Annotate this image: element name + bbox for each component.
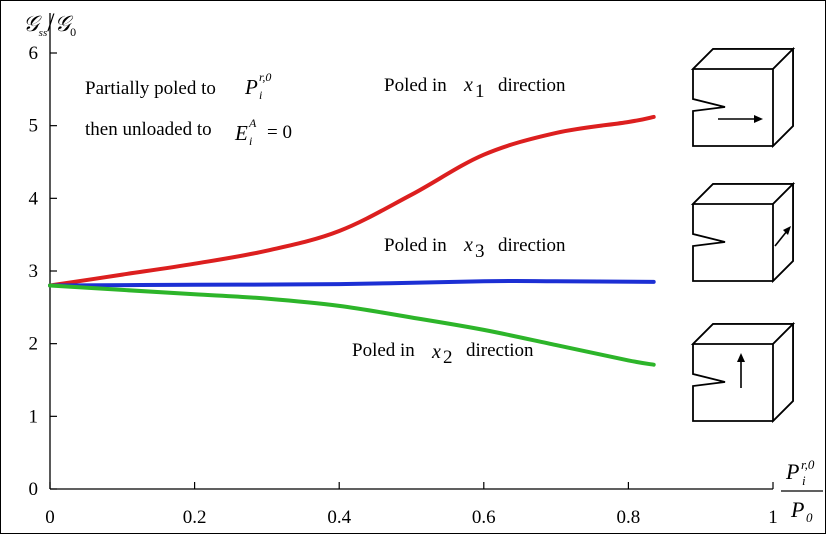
ticks [49, 52, 774, 490]
svg-text:P: P [244, 75, 258, 99]
svg-text:P: P [785, 459, 799, 484]
y-tick-label: 3 [29, 261, 39, 282]
svg-text:r,0: r,0 [259, 70, 271, 84]
x-label-denominator-P: P [790, 497, 804, 522]
series-layer [48, 114, 656, 367]
y-tick-label: 0 [29, 479, 39, 500]
cube-x3-icon [690, 181, 796, 284]
y-tick-label: 4 [29, 188, 39, 209]
cube-x1-icon [690, 46, 796, 149]
x-tick-label: 0.4 [327, 507, 351, 528]
svg-text:3: 3 [475, 241, 485, 262]
tick-labels: 0 1 2 3 4 5 6 0 0.2 0.4 0.6 0.8 1 [29, 43, 778, 528]
svg-text:Poled in: Poled in [384, 75, 447, 96]
x-tick-label: 0 [45, 507, 55, 528]
svg-text:x: x [463, 74, 473, 96]
x-label-numerator-P: P [785, 459, 799, 484]
label-poled-x1: Poled in x 1 direction [384, 74, 566, 102]
svg-text:Poled in: Poled in [352, 340, 415, 361]
annotation-partially-poled: Partially poled to P r,0 i [85, 70, 271, 102]
svg-text:i: i [249, 134, 252, 148]
svg-text:Poled in: Poled in [384, 235, 447, 256]
label-poled-x2: Poled in x 2 direction [352, 340, 534, 368]
x-label-numerator-sub: i [802, 473, 806, 488]
annotation-unloaded: then unloaded to E A i = 0 [85, 116, 292, 148]
series-line-3 [48, 283, 656, 367]
y-tick-label: 1 [29, 406, 39, 427]
svg-text:A: A [248, 116, 257, 130]
svg-text:direction: direction [498, 235, 566, 256]
y-axis-label: 𝒢ss/𝒢0 [23, 8, 76, 39]
svg-text:i: i [259, 88, 262, 102]
svg-text:x: x [431, 341, 441, 363]
axes [49, 13, 773, 490]
y-tick-label: 5 [29, 116, 39, 137]
x-tick-label: 1 [768, 507, 778, 528]
series-line-2 [48, 278, 656, 288]
x-axis-label: P r,0 i P 0 [781, 457, 823, 525]
svg-text:= 0: = 0 [267, 122, 292, 143]
svg-text:E: E [234, 121, 248, 145]
y-tick-label: 6 [29, 43, 39, 64]
x-label-denominator-sub: 0 [806, 510, 813, 525]
x-tick-label: 0.2 [183, 507, 207, 528]
y-tick-label: 2 [29, 334, 39, 355]
series-line-1 [48, 114, 656, 288]
svg-text:direction: direction [498, 75, 566, 96]
cube-x2-icon [690, 321, 796, 424]
svg-text:Partially poled to: Partially poled to [85, 78, 216, 99]
svg-text:direction: direction [466, 340, 534, 361]
label-poled-x3: Poled in x 3 direction [384, 234, 566, 262]
svg-text:1: 1 [475, 81, 485, 102]
svg-text:2: 2 [443, 347, 453, 368]
x-tick-label: 0.8 [617, 507, 641, 528]
x-tick-label: 0.6 [472, 507, 496, 528]
svg-text:x: x [463, 234, 473, 256]
x-label-numerator-sup: r,0 [801, 457, 815, 472]
svg-text:then unloaded to: then unloaded to [85, 119, 212, 140]
